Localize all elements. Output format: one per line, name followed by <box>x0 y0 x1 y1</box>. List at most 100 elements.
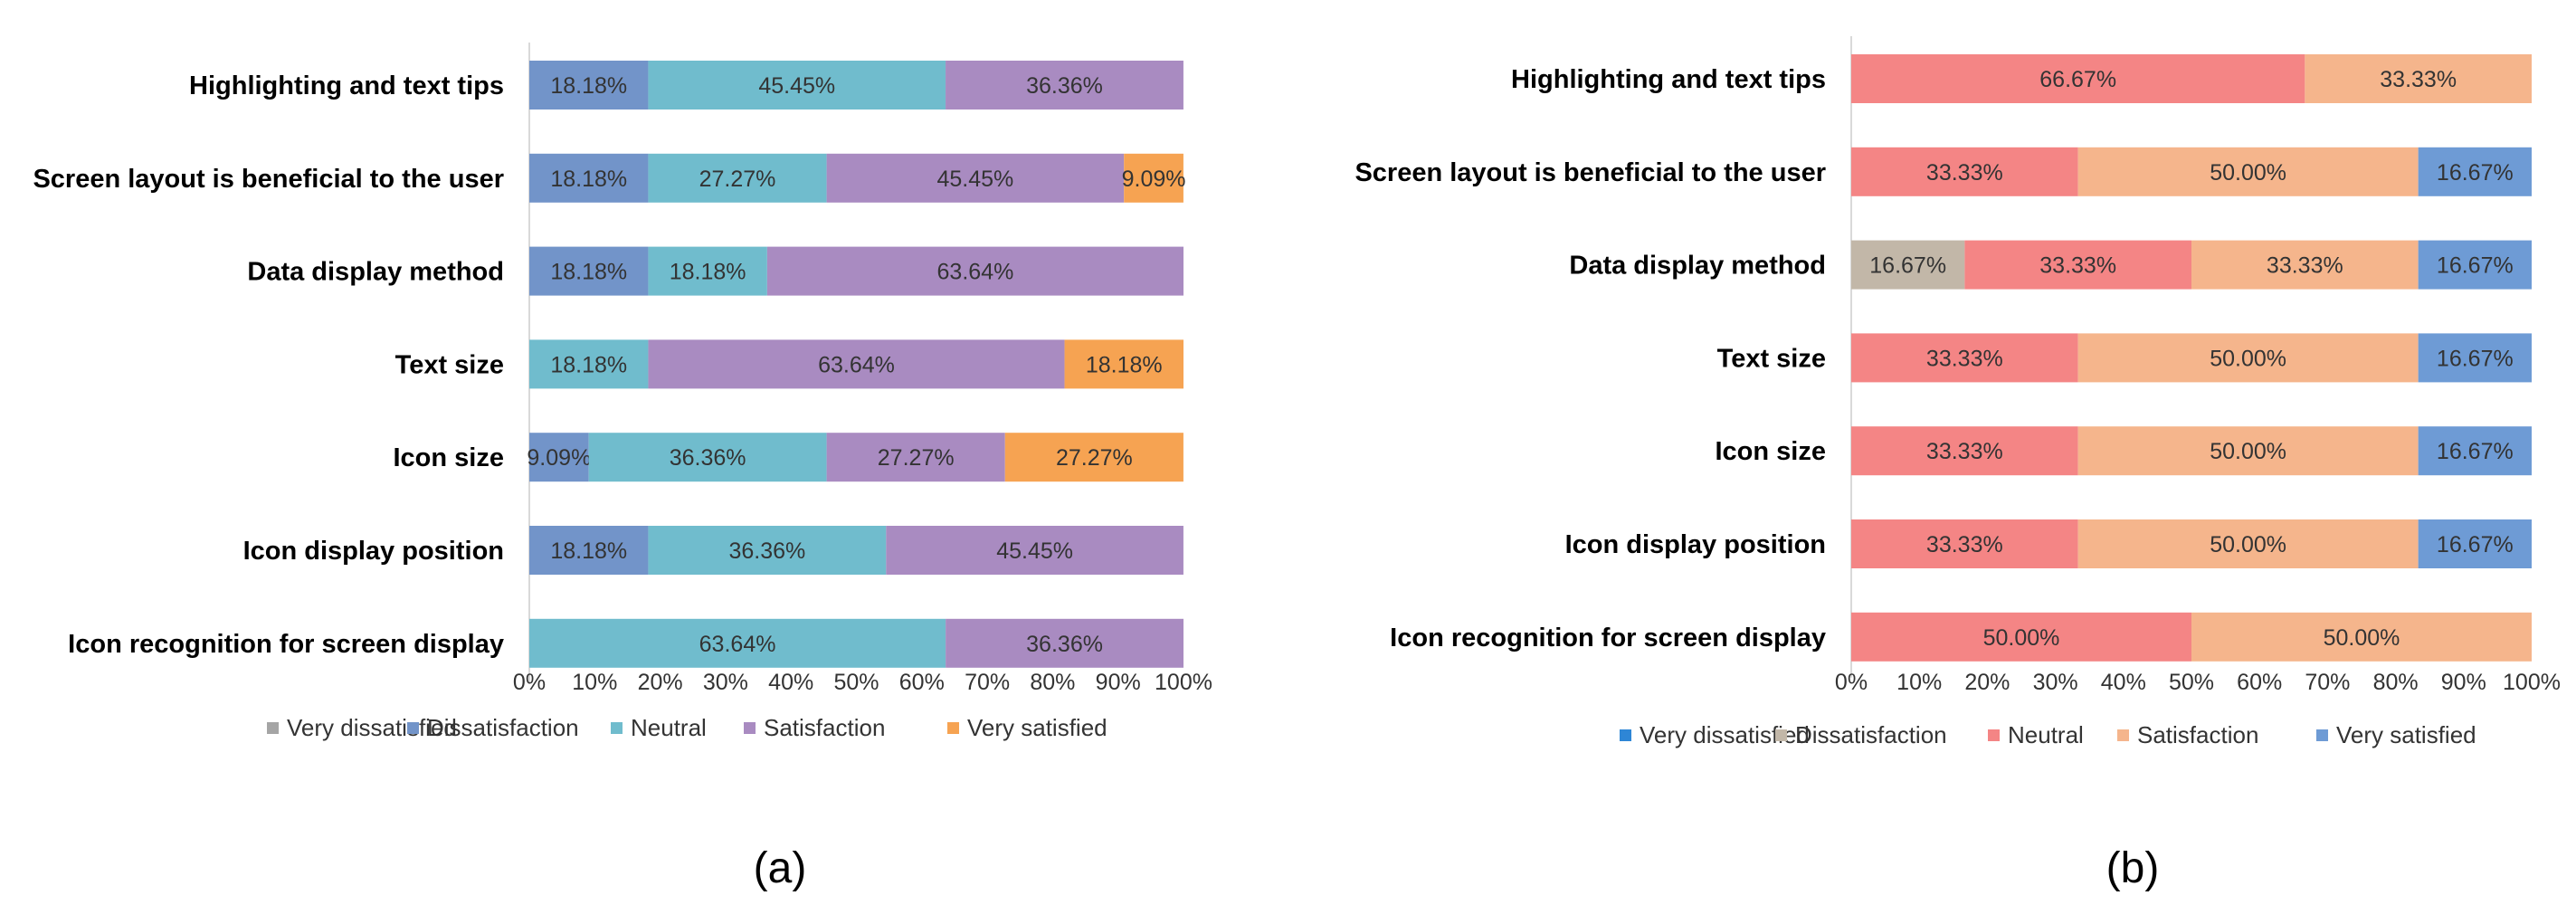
data-label: 16.67% <box>2437 160 2514 186</box>
x-tick-label: 100% <box>2503 670 2561 695</box>
bar-segment-very-satisfied <box>1064 339 1183 389</box>
data-label: 63.64% <box>699 632 776 657</box>
bar-segment-satisfaction <box>946 618 1183 668</box>
bar-segment-satisfaction <box>2305 54 2532 103</box>
legend-entry: Neutral <box>631 714 707 741</box>
bar-segment-dissatisfaction <box>1851 240 1965 290</box>
category-label: Icon display position <box>243 537 504 566</box>
legend-swatch <box>611 722 623 734</box>
data-label: 9.09% <box>527 445 591 471</box>
data-label: 16.67% <box>2437 532 2514 557</box>
bar-segment-satisfaction <box>826 433 1005 482</box>
bar-segment-neutral <box>648 153 827 203</box>
bar-segment-very-satisfied <box>2418 519 2532 568</box>
bar-segment-satisfaction <box>886 526 1183 575</box>
data-label: 50.00% <box>2210 160 2286 186</box>
data-label: 63.64% <box>818 352 895 377</box>
bar-segment-neutral <box>1851 519 2078 568</box>
legend-swatch <box>2316 729 2328 741</box>
legend-swatch <box>1775 729 1787 741</box>
legend-swatch <box>2117 729 2129 741</box>
legend-entry: Neutral <box>2008 721 2084 748</box>
category-label: Screen layout is beneficial to the user <box>33 165 504 194</box>
bar-segment-satisfaction <box>2077 519 2419 568</box>
data-label: 50.00% <box>2324 625 2400 651</box>
x-tick-label: 0% <box>1835 670 1868 695</box>
bar-segment-satisfaction <box>648 339 1065 389</box>
data-label: 45.45% <box>937 167 1014 192</box>
bar-segment-neutral <box>529 339 649 389</box>
data-label: 33.33% <box>1926 160 2003 186</box>
x-tick-label: 100% <box>1155 670 1212 695</box>
bar-segment-neutral <box>648 526 887 575</box>
bar-segment-very-satisfied <box>2418 426 2532 476</box>
legend-entry: Very satisfied <box>2336 721 2476 748</box>
x-tick-label: 80% <box>1030 670 1075 695</box>
bar-segment-neutral <box>1851 54 2305 103</box>
legend-entry: Satisfaction <box>2137 721 2258 748</box>
bar-segment-dissatisfaction <box>529 246 649 296</box>
x-tick-label: 30% <box>2033 670 2078 695</box>
bar-segment-neutral <box>1851 612 2191 662</box>
data-label: 33.33% <box>2039 253 2116 279</box>
bar-segment-satisfaction <box>766 246 1183 296</box>
data-label: 9.09% <box>1122 167 1186 192</box>
data-label: 50.00% <box>2210 346 2286 371</box>
category-label: Highlighting and text tips <box>1511 65 1826 94</box>
data-label: 18.18% <box>670 260 746 285</box>
data-label: 18.18% <box>550 73 627 99</box>
legend-swatch <box>1620 729 1631 741</box>
data-label: 18.18% <box>550 260 627 285</box>
legend-swatch <box>267 722 279 734</box>
data-label: 27.27% <box>699 167 776 192</box>
category-label: Icon size <box>394 443 505 472</box>
data-label: 18.18% <box>550 352 627 377</box>
legend-swatch <box>744 722 756 734</box>
bar-segment-neutral <box>1964 240 2191 290</box>
data-label: 33.33% <box>1926 439 2003 464</box>
legend-entry: Very satisfied <box>967 714 1107 741</box>
x-tick-label: 50% <box>2169 670 2214 695</box>
category-label: Text size <box>1717 344 1826 373</box>
category-label: Icon recognition for screen display <box>1390 624 1826 653</box>
category-label: Icon recognition for screen display <box>68 630 504 659</box>
bar-segment-very-satisfied <box>2418 147 2532 196</box>
data-label: 27.27% <box>878 445 955 471</box>
x-tick-label: 70% <box>2305 670 2350 695</box>
data-label: 16.67% <box>2437 439 2514 464</box>
data-label: 50.00% <box>2210 532 2286 557</box>
data-label: 33.33% <box>2267 253 2343 279</box>
bar-segment-neutral <box>529 618 946 668</box>
category-label: Data display method <box>1569 252 1826 281</box>
data-label: 18.18% <box>550 538 627 564</box>
data-label: 33.33% <box>1926 346 2003 371</box>
legend-swatch <box>947 722 959 734</box>
bar-segment-neutral <box>1851 426 2078 476</box>
x-tick-label: 60% <box>899 670 945 695</box>
bar-segment-dissatisfaction <box>529 526 649 575</box>
data-label: 18.18% <box>1086 352 1163 377</box>
x-tick-label: 20% <box>638 670 683 695</box>
legend-entry: Dissatisfaction <box>427 714 579 741</box>
data-label: 27.27% <box>1056 445 1133 471</box>
data-label: 50.00% <box>2210 439 2286 464</box>
data-label: 33.33% <box>1926 532 2003 557</box>
legend-entry: Very dissatisfied <box>287 714 457 741</box>
data-label: 16.67% <box>1869 253 1946 279</box>
legend-entry: Dissatisfaction <box>1795 721 1947 748</box>
bar-segment-satisfaction <box>2191 240 2419 290</box>
data-label: 66.67% <box>2039 67 2116 92</box>
data-label: 45.45% <box>758 73 835 99</box>
bar-segment-very-satisfied <box>2418 333 2532 383</box>
bar-segment-dissatisfaction <box>529 153 649 203</box>
x-tick-label: 90% <box>1096 670 1141 695</box>
x-tick-label: 40% <box>2101 670 2146 695</box>
panel-label: (a) <box>754 844 807 892</box>
category-label: Text size <box>395 350 504 379</box>
data-label: 63.64% <box>937 260 1014 285</box>
legend-swatch <box>407 722 419 734</box>
bar-segment-dissatisfaction <box>529 61 649 110</box>
x-tick-label: 10% <box>572 670 617 695</box>
data-label: 36.36% <box>1026 73 1103 99</box>
bar-segment-satisfaction <box>2077 147 2419 196</box>
